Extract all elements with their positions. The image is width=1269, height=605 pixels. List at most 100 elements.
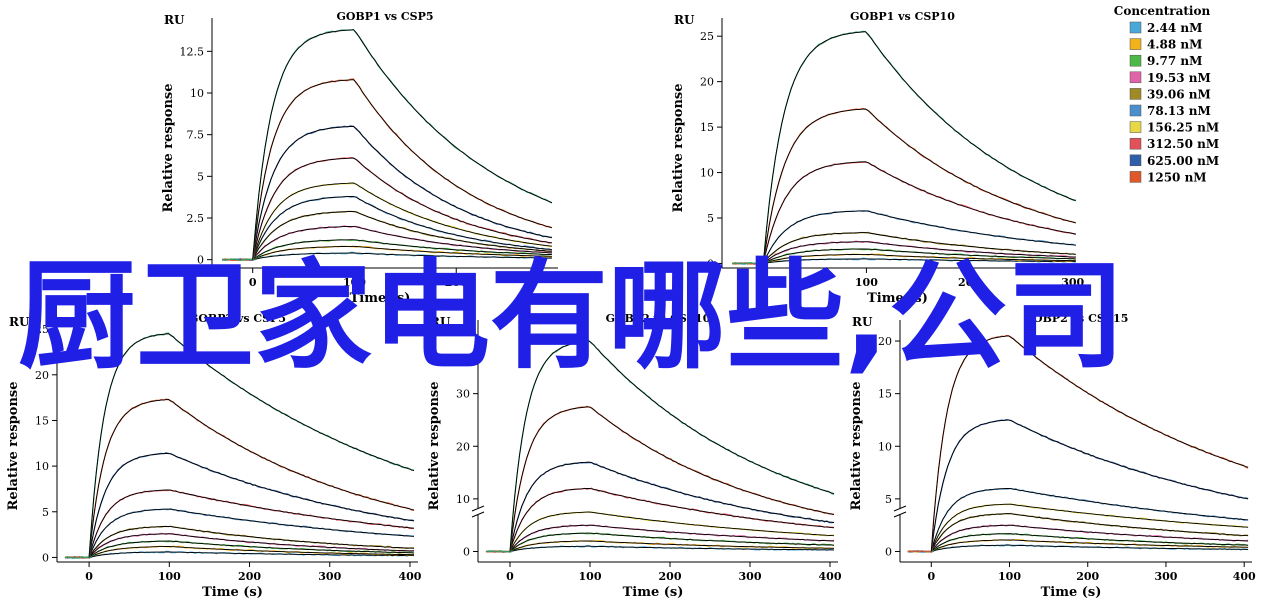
- legend-label: 312.50 nM: [1147, 137, 1219, 151]
- fit-line: [88, 508, 415, 558]
- fit-line: [252, 157, 552, 260]
- x-tick-label: 400: [398, 570, 421, 583]
- fit-line: [252, 210, 552, 260]
- fit-line: [252, 225, 552, 260]
- fit-line: [88, 546, 414, 558]
- unit-label: RU: [430, 315, 451, 329]
- x-tick-label: 0: [759, 276, 767, 289]
- chart-2: 0 5 10 15 20 25 0 100 200 300 RU GOBP1 vs CSP10 Time…: [671, 10, 1085, 306]
- chart-title: GOBP1 vs CSP5: [336, 10, 433, 23]
- y-tick-label: 15: [878, 388, 892, 401]
- fit-line: [762, 31, 1076, 264]
- fit-line: [88, 540, 415, 558]
- fit-line: [763, 248, 1076, 264]
- x-tick-label: 300: [318, 570, 341, 583]
- y-tick-label: 25: [35, 323, 49, 336]
- legend-swatch: [1129, 71, 1142, 84]
- fit-line: [930, 419, 1249, 552]
- fit-line: [509, 340, 835, 552]
- y-axis-label: Relative response: [161, 84, 176, 213]
- legend-swatch: [1129, 137, 1142, 150]
- legend-label: 156.25 nM: [1147, 121, 1219, 135]
- legend-title: Concentration: [1114, 4, 1211, 18]
- fit-line: [252, 252, 552, 261]
- axis-break-gap: [894, 509, 906, 515]
- y-axis-label: Relative response: [671, 84, 686, 213]
- x-axis-label: Time (s): [623, 585, 684, 600]
- series-line: [222, 156, 552, 261]
- legend-label: 78.13 nM: [1147, 104, 1211, 118]
- unit-label: RU: [164, 13, 185, 27]
- fit-line: [88, 525, 415, 558]
- fit-line: [252, 195, 552, 260]
- fit-line: [930, 513, 1249, 552]
- chart-1: 0 2.5 5 7.5 10 12.5 0 100 200 RU GOBP1 vs CSP5 Time…: [161, 10, 558, 306]
- fit-line: [509, 545, 834, 552]
- legend-swatch: [1129, 88, 1142, 100]
- y-tick-label: 0: [197, 254, 204, 267]
- axis-break-mark: [893, 505, 907, 512]
- x-tick-label: 200: [659, 570, 682, 583]
- fit-line: [88, 333, 415, 558]
- axis-break-mark: [471, 505, 485, 512]
- series-line: [64, 489, 415, 559]
- x-tick-label: 400: [1233, 570, 1256, 583]
- legend-label: 625.00 nM: [1147, 154, 1219, 168]
- y-tick-label: 5: [707, 212, 714, 225]
- y-tick-label: 10: [190, 87, 204, 100]
- fit-line: [509, 461, 835, 552]
- x-tick-label: 0: [506, 570, 514, 583]
- fit-line: [88, 399, 415, 558]
- series-line: [907, 502, 1249, 553]
- legend-swatch: [1129, 104, 1142, 117]
- fit-line: [931, 533, 1249, 552]
- fit-line: [762, 232, 1076, 264]
- fit-line: [252, 182, 552, 260]
- legend-label: 9.77 nM: [1147, 54, 1202, 68]
- x-axis-label: Time (s): [867, 291, 928, 306]
- fit-line: [763, 258, 1076, 264]
- fit-line: [763, 241, 1076, 264]
- fit-line: [930, 487, 1249, 552]
- y-tick-label: 12.5: [180, 45, 205, 58]
- y-tick-label: 10: [700, 167, 714, 180]
- fit-line: [252, 29, 553, 260]
- x-tick-label: 100: [855, 276, 878, 289]
- axis-break-gap: [472, 509, 484, 515]
- x-axis-label: Time (s): [350, 291, 411, 306]
- fit-line: [252, 239, 552, 261]
- unit-label: RU: [9, 315, 30, 329]
- legend-swatch: [1129, 21, 1142, 34]
- x-axis-label: Time (s): [202, 585, 263, 600]
- chart-title: GOBP2 vs CSP10: [606, 312, 711, 325]
- x-tick-label: 300: [1061, 276, 1084, 289]
- legend-label: 19.53 nM: [1147, 71, 1211, 85]
- y-tick-label: 0: [463, 545, 470, 558]
- fit-line: [762, 108, 1076, 264]
- y-tick-label: 0: [707, 257, 714, 270]
- unit-label: RU: [852, 315, 873, 329]
- y-tick-label: 0: [42, 551, 49, 564]
- series-line: [64, 398, 415, 559]
- x-tick-label: 100: [998, 570, 1021, 583]
- fit-line: [252, 125, 552, 260]
- fit-line: [509, 524, 835, 552]
- series-line: [222, 195, 553, 261]
- y-tick-label: 30: [456, 388, 470, 401]
- series-line: [732, 107, 1076, 265]
- fit-line: [252, 245, 552, 261]
- fit-line: [509, 540, 834, 552]
- y-tick-label: 20: [456, 440, 470, 453]
- series-line: [65, 452, 415, 559]
- x-tick-label: 300: [1154, 570, 1177, 583]
- y-tick-label: 5: [197, 170, 204, 183]
- fit-line: [89, 551, 414, 558]
- x-tick-label: 100: [343, 276, 366, 289]
- y-tick-label: 7.5: [187, 129, 205, 142]
- chart-title: GOBP2 vs CSP15: [1024, 312, 1129, 325]
- x-tick-label: 0: [85, 570, 93, 583]
- legend-swatch: [1129, 54, 1142, 67]
